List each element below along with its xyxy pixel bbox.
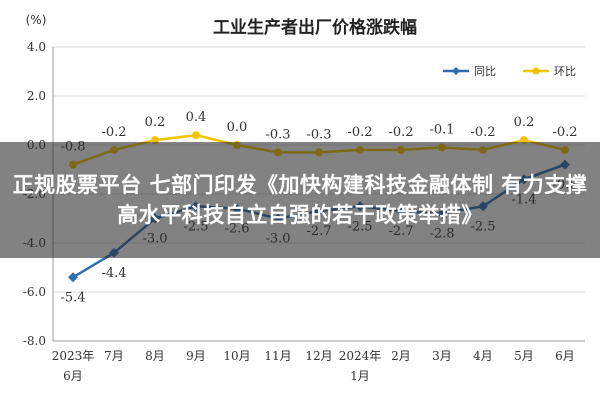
- y-tick-label: -6.0: [23, 285, 46, 299]
- data-label: -0.3: [265, 127, 290, 142]
- data-label: 0.4: [186, 110, 207, 125]
- headline-text[interactable]: 正规股票平台 七部门印发《加快构建科技金融体制 有力支撑高水平科技自立自强的若干…: [12, 173, 588, 227]
- chart-title: 工业生产者出厂价格涨跌幅: [213, 17, 417, 38]
- data-label: 0.2: [514, 115, 535, 130]
- legend: 同比 环比: [443, 65, 576, 78]
- x-tick-label: 5月: [514, 349, 534, 363]
- x-tick-label: 2月: [391, 349, 411, 363]
- x-tick-label: 2023年 6月: [52, 349, 95, 383]
- legend-marker: [452, 67, 460, 75]
- y-tick-label: -8.0: [23, 334, 46, 348]
- data-label: -5.4: [60, 290, 85, 305]
- data-label: -0.2: [388, 125, 413, 140]
- x-tick-label: 11月: [264, 349, 291, 363]
- data-label: -0.2: [470, 125, 495, 140]
- x-tick-label: 2024年 1月: [339, 349, 382, 383]
- data-label: 0.0: [227, 120, 248, 135]
- headline-overlay[interactable]: 正规股票平台 七部门印发《加快构建科技金融体制 有力支撑高水平科技自立自强的若干…: [0, 142, 600, 258]
- data-label: 0.2: [145, 115, 166, 130]
- data-point: [192, 131, 200, 140]
- y-tick-label: 4.0: [27, 40, 46, 54]
- x-tick-label: 3月: [432, 349, 452, 363]
- x-tick-label: 6月: [555, 349, 575, 363]
- x-tick-label: 12月: [305, 349, 332, 363]
- data-label: -0.2: [552, 125, 577, 140]
- data-label: -0.3: [306, 127, 331, 142]
- data-label: -0.1: [429, 122, 454, 137]
- legend-label: 同比: [474, 65, 496, 78]
- data-point: [68, 272, 78, 283]
- x-tick-label: 9月: [186, 349, 206, 363]
- y-axis-unit: (%): [26, 13, 47, 27]
- data-label: -0.2: [101, 125, 126, 140]
- x-tick-label: 8月: [145, 349, 165, 363]
- legend-marker: [532, 67, 540, 75]
- x-tick-label: 7月: [104, 349, 124, 363]
- data-label: -4.4: [101, 266, 126, 281]
- legend-label: 环比: [554, 65, 576, 78]
- x-tick-label: 4月: [473, 349, 493, 363]
- data-label: -0.2: [347, 125, 372, 140]
- y-tick-label: 2.0: [27, 89, 46, 103]
- x-tick-label: 10月: [223, 349, 250, 363]
